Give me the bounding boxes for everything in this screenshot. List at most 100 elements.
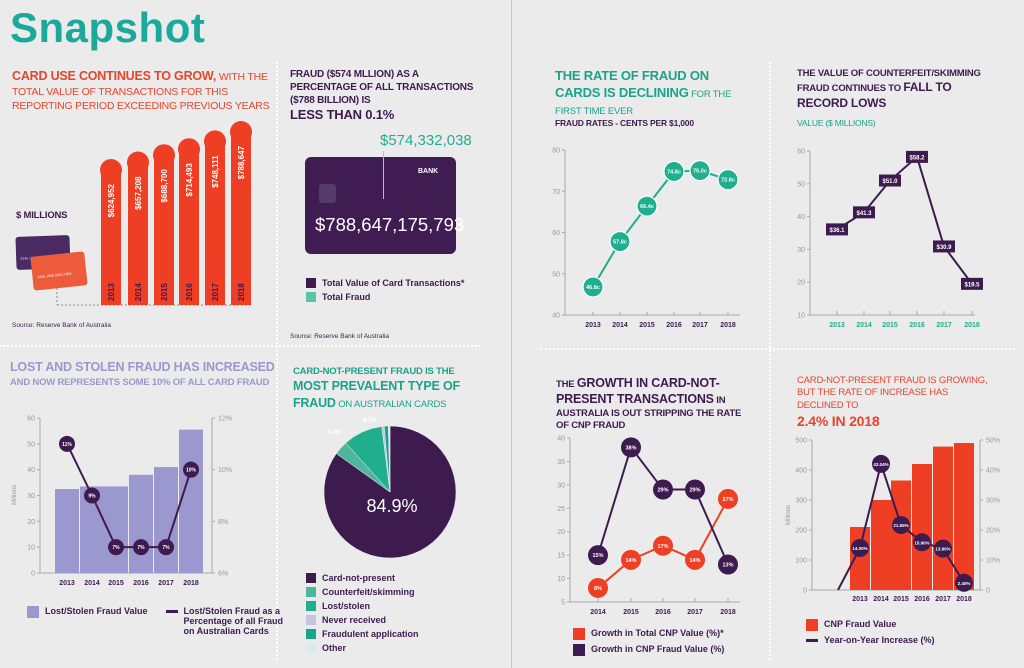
bar	[129, 474, 153, 573]
data-label: 15%	[592, 553, 603, 559]
bar-cap	[230, 121, 252, 143]
y-tick-label: 70	[552, 189, 560, 196]
y-tick-label: 40	[797, 214, 805, 221]
data-label: 7%	[137, 545, 145, 551]
data-label: 72.8c	[721, 178, 735, 184]
y-tick-label: 300	[795, 498, 807, 505]
cnp-growth-heading-3: IN AUSTRALIA IS OUT STRIPPING THE RATE O…	[556, 395, 742, 432]
lost-stolen-heading: LOST AND STOLEN FRAUD HAS INCREASED	[10, 360, 275, 374]
y-tick-label: 500	[795, 438, 807, 445]
data-point	[906, 150, 928, 163]
data-label: 74.8c	[667, 169, 681, 175]
divider	[511, 0, 512, 668]
legend-swatch	[806, 619, 818, 631]
card-use-heading-bold: CARD USE CONTINUES TO GROW,	[12, 69, 217, 83]
source: Source: Reserve Bank of Australia	[290, 333, 389, 340]
data-label: 13.80%	[935, 547, 950, 552]
bar	[179, 429, 203, 573]
x-tick-label: 2014	[873, 596, 889, 603]
y-tick-label: 50	[552, 271, 560, 278]
x-tick-label: 2018	[237, 283, 246, 301]
y-tick-label: 30	[557, 482, 565, 489]
bar	[954, 443, 974, 590]
y-axis-label: Millions	[786, 505, 792, 525]
legend-swatch	[306, 573, 316, 583]
data-label: $657,208	[134, 176, 143, 210]
data-label: 9%	[88, 494, 96, 500]
y-tick-label: 5	[561, 600, 565, 607]
divider	[540, 348, 1015, 350]
data-label: 27%	[722, 497, 733, 503]
data-label: 2.40%	[958, 581, 971, 586]
legend-label: Other	[322, 643, 347, 653]
y-tick-label: 10	[557, 576, 565, 583]
legend-item: Lost/stolen	[306, 601, 419, 611]
card-use-heading-rest: WITH THE TOTAL VALUE OF TRANSACTIONS FOR…	[12, 71, 270, 113]
lost-stolen-subheading: AND NOW REPRESENTS SOME 10% OF ALL CARD …	[10, 377, 270, 388]
data-point	[934, 539, 952, 558]
bar-cap	[100, 159, 122, 181]
legend-item: Growth in CNP Fraud Value (%)	[573, 644, 724, 656]
pie-heading-4: ON AUSTRALIAN CARDS	[335, 398, 447, 410]
divider	[276, 62, 278, 660]
x-tick-label: 2015	[639, 322, 655, 329]
fraud-pct-heading-1: FRAUD ($574 MLLION) AS A PERCENTAGE OF A…	[290, 69, 474, 106]
fraud-pointer-line	[383, 151, 384, 199]
data-label: $36.1	[829, 228, 845, 234]
y2-tick-label: 10%	[218, 467, 232, 474]
divider	[0, 345, 480, 347]
x-tick-label: 2013	[852, 596, 868, 603]
data-label: 66.4c	[640, 204, 654, 210]
data-point	[717, 169, 739, 191]
legend-swatch	[573, 628, 585, 640]
x-tick-label: 2017	[211, 283, 220, 301]
y-tick-label: 60	[27, 416, 35, 423]
y2-tick-label: 40%	[986, 468, 1000, 475]
pie-heading-1: CARD-NOT-PRESENT FRAUD IS THE	[293, 366, 455, 377]
fraud-rate-subtitle: FRAUD RATES - CENTS PER $1,000	[555, 118, 694, 128]
y-tick-label: 200	[795, 528, 807, 535]
fraud-rate-heading: THE RATE OF FRAUD ON CARDS IS DECLINING …	[555, 68, 755, 119]
legend-label: Year-on-Year Increase (%)	[824, 635, 935, 645]
data-point	[84, 487, 100, 504]
counterfeit-subtitle: VALUE ($ MILLIONS)	[797, 118, 876, 128]
y2-tick-label: 8%	[218, 519, 228, 526]
y2-tick-label: 10%	[986, 558, 1000, 565]
data-label: $748,111	[211, 155, 220, 188]
legend-item: Lost/Stolen Fraud Value	[27, 606, 148, 636]
data-label: 7%	[112, 545, 120, 551]
y2-tick-label: 6%	[218, 571, 228, 578]
cnp-growth-legend: Growth in Total CNP Value (%)* Growth in…	[573, 628, 724, 660]
y-tick-label: 60	[552, 230, 560, 237]
legend-label: Lost/Stolen Fraud as a Percentage of all…	[183, 606, 284, 636]
data-label: 57.8c	[613, 240, 627, 246]
x-tick-label: 2014	[590, 609, 606, 616]
x-tick-label: 2014	[612, 322, 628, 329]
legend-label: Lost/stolen	[322, 601, 371, 611]
x-tick-label: 2015	[623, 609, 639, 616]
x-tick-label: 2018	[183, 580, 199, 587]
data-label: 15.90%	[914, 540, 929, 545]
pie-slice	[388, 425, 391, 493]
data-point	[955, 573, 973, 592]
data-label: 14%	[689, 558, 700, 564]
data-point	[108, 539, 124, 556]
y-tick-label: 50	[27, 441, 35, 448]
y-tick-label: 80	[552, 148, 560, 155]
pie-heading: CARD-NOT-PRESENT FRAUD IS THE MOST PREVA…	[293, 366, 473, 411]
data-label: $58.2	[909, 155, 925, 161]
y-tick-label: 0	[31, 571, 35, 578]
data-label: 17%	[657, 544, 668, 550]
bar	[891, 480, 911, 590]
legend-item: Growth in Total CNP Value (%)*	[573, 628, 724, 640]
data-point	[636, 195, 658, 217]
data-label: 14.00%	[852, 546, 867, 551]
x-tick-label: 2016	[655, 609, 671, 616]
bank-card: BANK $788,647,175,793	[305, 157, 464, 254]
legend-label: Growth in CNP Fraud Value (%)	[591, 644, 725, 654]
cnp-growth-heading: THE GROWTH IN CARD-NOT-PRESENT TRANSACTI…	[556, 375, 756, 432]
data-point	[621, 549, 641, 570]
y-tick-label: 60	[797, 149, 805, 156]
legend-label: Growth in Total CNP Value (%)*	[591, 628, 724, 638]
data-point	[59, 435, 75, 452]
